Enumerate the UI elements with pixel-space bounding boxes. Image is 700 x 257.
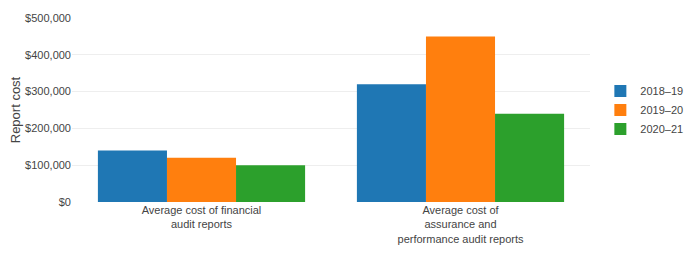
svg-text:$200,000: $200,000 xyxy=(25,122,71,134)
svg-text:$0: $0 xyxy=(59,196,71,208)
svg-text:Report cost: Report cost xyxy=(8,76,23,143)
svg-text:$500,000: $500,000 xyxy=(25,12,71,24)
svg-text:2020–21: 2020–21 xyxy=(640,123,683,135)
svg-text:Average cost of financialaudit: Average cost of financialaudit reports xyxy=(142,204,262,230)
svg-text:Average cost ofassurance andpe: Average cost ofassurance andperformance … xyxy=(398,204,524,245)
svg-text:$100,000: $100,000 xyxy=(25,159,71,171)
svg-text:$400,000: $400,000 xyxy=(25,49,71,61)
svg-text:2018–19: 2018–19 xyxy=(640,85,683,97)
svg-text:2019–20: 2019–20 xyxy=(640,104,683,116)
svg-text:$300,000: $300,000 xyxy=(25,85,71,97)
